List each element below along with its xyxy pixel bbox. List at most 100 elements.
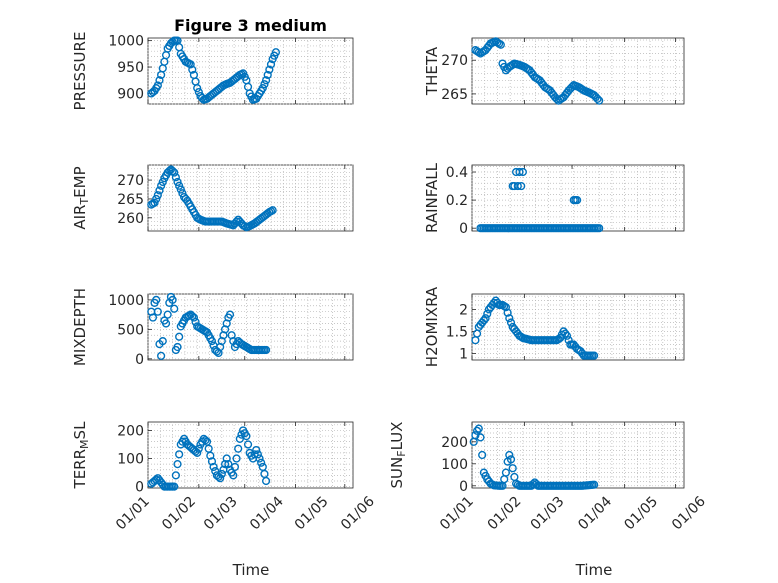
y-axis-label: H2OMIXRA — [423, 286, 441, 367]
y-tick-label: 0 — [135, 352, 144, 368]
data-point — [252, 445, 261, 455]
y-tick-label: 270 — [441, 53, 468, 69]
data-point — [253, 450, 262, 459]
y-tick-label: 1000 — [108, 34, 144, 50]
data-point — [225, 310, 235, 319]
data-point — [224, 460, 233, 469]
data-point — [478, 450, 487, 460]
x-tick-label: 01/03 — [201, 494, 241, 534]
y-tick-label: 100 — [441, 457, 468, 473]
chart-title: Figure 3 medium — [174, 16, 327, 35]
y-axis-label: PRESSURE — [71, 32, 89, 111]
data-point — [158, 177, 167, 187]
data-point — [189, 313, 199, 322]
y-tick-label: 0 — [135, 480, 144, 496]
data-point — [234, 444, 243, 453]
data-point — [513, 181, 522, 191]
data-point — [230, 462, 240, 472]
y-tick-label: 0.2 — [446, 193, 468, 209]
data-point — [481, 314, 490, 323]
data-point — [268, 206, 277, 215]
data-point — [503, 308, 512, 317]
data-point — [163, 310, 172, 319]
y-tick-label: 0 — [459, 479, 468, 495]
data-point — [517, 181, 526, 191]
data-point — [155, 186, 164, 195]
data-point — [168, 295, 177, 304]
data-point — [152, 295, 161, 304]
data-point — [193, 84, 202, 93]
data-point — [175, 181, 184, 190]
y-tick-label: 500 — [117, 322, 144, 338]
data-point — [501, 468, 511, 477]
data-point — [561, 329, 570, 338]
data-point — [155, 76, 164, 85]
data-point — [243, 440, 253, 449]
data-point — [501, 303, 511, 312]
data-point — [261, 76, 271, 85]
y-axis-label: MIXDEPTH — [71, 288, 89, 366]
data-point — [148, 313, 158, 322]
data-point — [173, 342, 182, 352]
data-point — [175, 332, 184, 341]
data-point — [209, 462, 218, 472]
data-point — [171, 173, 180, 182]
data-point — [508, 464, 517, 473]
data-point — [593, 94, 602, 103]
subplot-8: 0 100 200 01/01 01/02 01/03 01/04 01/05 01/06 SUN… — [388, 422, 709, 534]
data-point — [515, 167, 524, 177]
data-point — [573, 196, 582, 205]
data-point — [263, 70, 272, 80]
data-point — [250, 450, 259, 459]
data-point — [479, 316, 488, 325]
data-point — [483, 309, 492, 318]
data-point — [161, 319, 171, 328]
x-tick-label: 01/01 — [113, 494, 153, 534]
data-point — [590, 480, 599, 489]
data-point — [150, 198, 159, 207]
data-point — [590, 351, 599, 360]
data-point — [265, 65, 274, 74]
data-point — [229, 471, 238, 480]
x-tick-label: 01/02 — [159, 494, 199, 534]
data-point — [261, 345, 271, 355]
data-point — [194, 444, 203, 453]
data-point — [242, 431, 251, 441]
data-point — [232, 454, 241, 463]
subplot-3: 260 265 270 AIRTEMP — [71, 164, 354, 232]
data-point — [186, 60, 195, 69]
y-axis-label: RAINFALL — [423, 162, 441, 233]
data-point — [201, 436, 210, 445]
data-point — [157, 351, 166, 360]
data-point — [176, 185, 185, 194]
data-point — [175, 450, 184, 459]
y-tick-label: 260 — [117, 211, 144, 227]
data-point — [474, 424, 483, 433]
data-point — [173, 460, 182, 469]
data-point — [207, 337, 217, 346]
y-tick-label: 200 — [441, 435, 468, 451]
data-point — [506, 318, 516, 327]
data-point — [157, 181, 166, 190]
x-tick-label: 01/06 — [669, 493, 709, 533]
data-point — [193, 448, 202, 457]
data-point — [495, 39, 504, 48]
data-point — [165, 166, 174, 176]
x-tick-label: 01/04 — [575, 493, 615, 533]
x-axis-label-left: Time — [232, 561, 270, 579]
data-point — [595, 96, 604, 105]
data-point — [505, 314, 514, 323]
data-point — [235, 434, 244, 443]
data-point — [258, 84, 267, 93]
data-point — [170, 482, 179, 491]
y-axis-label: AIRTEMP — [71, 166, 91, 229]
x-tick-label: 01/05 — [292, 494, 332, 534]
x-tick-label: 01/05 — [621, 494, 661, 534]
data-point — [158, 337, 167, 346]
data-point — [261, 476, 271, 486]
data-point — [257, 458, 266, 467]
data-point — [170, 168, 179, 177]
data-point — [472, 426, 482, 435]
x-tick-label: 01/03 — [528, 494, 568, 534]
